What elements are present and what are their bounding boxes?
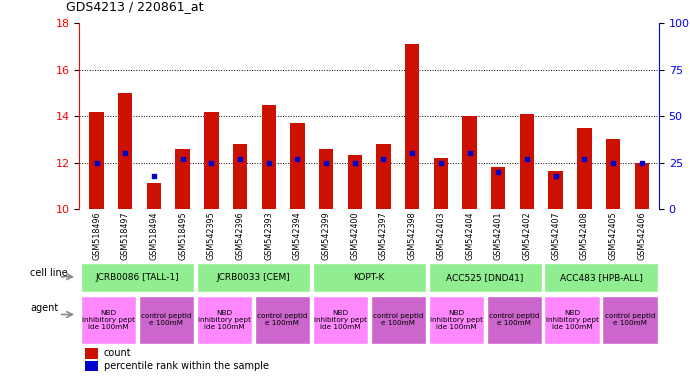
Bar [371,296,426,344]
Text: GSM542406: GSM542406 [638,211,647,260]
Text: NBD
inhibitory pept
ide 100mM: NBD inhibitory pept ide 100mM [430,310,482,330]
Bar [147,182,161,209]
Bar [118,93,132,209]
Text: GSM542403: GSM542403 [436,211,445,260]
Bar [139,296,194,344]
Text: control peptid
e 100mM: control peptid e 100mM [373,313,424,326]
Bar [348,155,362,209]
Bar [635,163,649,209]
Text: ACC525 [DND41]: ACC525 [DND41] [446,273,524,282]
Text: GSM542408: GSM542408 [580,211,589,260]
Bar [434,158,448,209]
Text: GDS4213 / 220861_at: GDS4213 / 220861_at [66,0,203,13]
Text: GSM542404: GSM542404 [465,211,474,260]
Text: percentile rank within the sample: percentile rank within the sample [104,361,268,371]
Text: ACC483 [HPB-ALL]: ACC483 [HPB-ALL] [560,273,642,282]
Text: GSM542393: GSM542393 [264,211,273,260]
Text: GSM542399: GSM542399 [322,211,331,260]
Bar [491,167,506,209]
Text: GSM542394: GSM542394 [293,211,302,260]
Text: GSM542398: GSM542398 [408,211,417,260]
Bar [606,139,620,209]
Bar [428,296,484,344]
Bar [376,144,391,209]
Text: JCRB0033 [CEM]: JCRB0033 [CEM] [217,273,290,282]
Text: GSM542397: GSM542397 [379,211,388,260]
Text: JCRB0086 [TALL-1]: JCRB0086 [TALL-1] [95,273,179,282]
Bar [290,123,304,209]
Text: NBD
inhibitory pept
ide 100mM: NBD inhibitory pept ide 100mM [314,310,366,330]
Text: GSM542401: GSM542401 [494,211,503,260]
Text: GSM518494: GSM518494 [150,211,159,260]
Text: GSM542405: GSM542405 [609,211,618,260]
Bar [486,296,542,344]
Text: GSM542400: GSM542400 [351,211,359,260]
Bar [233,144,247,209]
Bar [520,114,534,209]
Bar [319,149,333,209]
Text: control peptid
e 100mM: control peptid e 100mM [141,313,192,326]
Bar [81,263,194,292]
Bar [462,116,477,209]
Bar [602,296,658,344]
Text: GSM542396: GSM542396 [235,211,244,260]
Bar [85,348,98,359]
Bar [197,296,252,344]
Text: GSM542395: GSM542395 [207,211,216,260]
Text: cell line: cell line [30,268,68,278]
Bar [428,263,542,292]
Bar [85,361,98,371]
Bar [405,44,420,209]
Bar [544,263,658,292]
Bar [81,296,136,344]
Text: agent: agent [30,303,59,313]
Bar [577,128,591,209]
Text: control peptid
e 100mM: control peptid e 100mM [489,313,540,326]
Text: control peptid
e 100mM: control peptid e 100mM [604,313,656,326]
Bar [90,111,104,209]
Text: NBD
inhibitory pept
ide 100mM: NBD inhibitory pept ide 100mM [546,310,598,330]
Bar [204,111,219,209]
Bar [549,171,563,209]
Text: NBD
inhibitory pept
ide 100mM: NBD inhibitory pept ide 100mM [198,310,250,330]
Bar [262,104,276,209]
Bar [544,296,600,344]
Text: NBD
inhibitory pept
ide 100mM: NBD inhibitory pept ide 100mM [82,310,135,330]
Text: KOPT-K: KOPT-K [353,273,385,282]
Text: GSM542402: GSM542402 [522,211,531,260]
Text: GSM518497: GSM518497 [121,211,130,260]
Text: count: count [104,348,131,358]
Bar [313,296,368,344]
Bar [197,263,310,292]
Text: GSM518496: GSM518496 [92,211,101,260]
Text: control peptid
e 100mM: control peptid e 100mM [257,313,308,326]
Bar [313,263,426,292]
Text: GSM542407: GSM542407 [551,211,560,260]
Bar [255,296,310,344]
Text: GSM518495: GSM518495 [178,211,187,260]
Bar [175,149,190,209]
